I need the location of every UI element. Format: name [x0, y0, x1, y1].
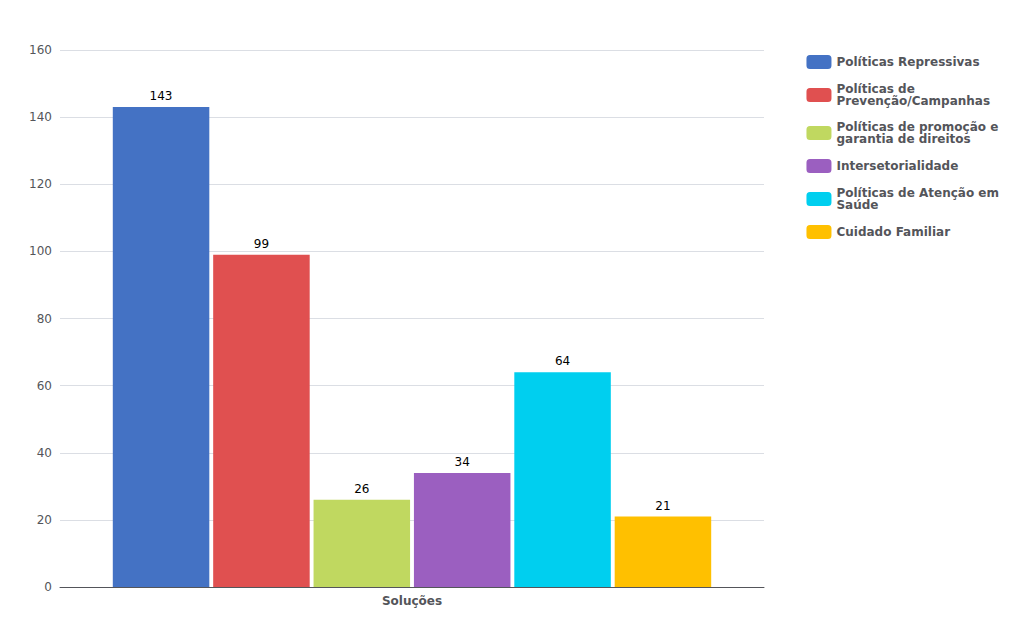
svg-text:Políticas de promoção e: Políticas de promoção e	[836, 120, 999, 134]
svg-text:64: 64	[555, 354, 570, 368]
svg-text:21: 21	[655, 499, 670, 513]
svg-text:140: 140	[29, 110, 52, 124]
svg-text:Prevenção/Campanhas: Prevenção/Campanhas	[836, 94, 990, 108]
svg-text:Cuidado Familiar: Cuidado Familiar	[836, 225, 950, 239]
svg-text:80: 80	[37, 312, 52, 326]
svg-text:Intersetorialidade: Intersetorialidade	[836, 159, 958, 173]
svg-text:Políticas Repressivas: Políticas Repressivas	[836, 55, 979, 69]
svg-text:Políticas de: Políticas de	[836, 82, 915, 96]
svg-text:Saúde: Saúde	[836, 198, 878, 212]
svg-text:Soluções: Soluções	[382, 594, 442, 608]
svg-text:34: 34	[455, 455, 470, 469]
svg-text:143: 143	[150, 89, 173, 103]
svg-text:0: 0	[44, 580, 52, 594]
svg-text:120: 120	[29, 177, 52, 191]
svg-text:100: 100	[29, 244, 52, 258]
svg-text:40: 40	[37, 446, 52, 460]
svg-text:garantia de direitos: garantia de direitos	[836, 132, 970, 146]
svg-text:20: 20	[37, 513, 52, 527]
svg-text:99: 99	[254, 237, 269, 251]
svg-text:160: 160	[29, 43, 52, 57]
svg-text:26: 26	[354, 482, 369, 496]
svg-text:60: 60	[37, 379, 52, 393]
svg-text:Políticas de Atenção em: Políticas de Atenção em	[836, 186, 999, 200]
